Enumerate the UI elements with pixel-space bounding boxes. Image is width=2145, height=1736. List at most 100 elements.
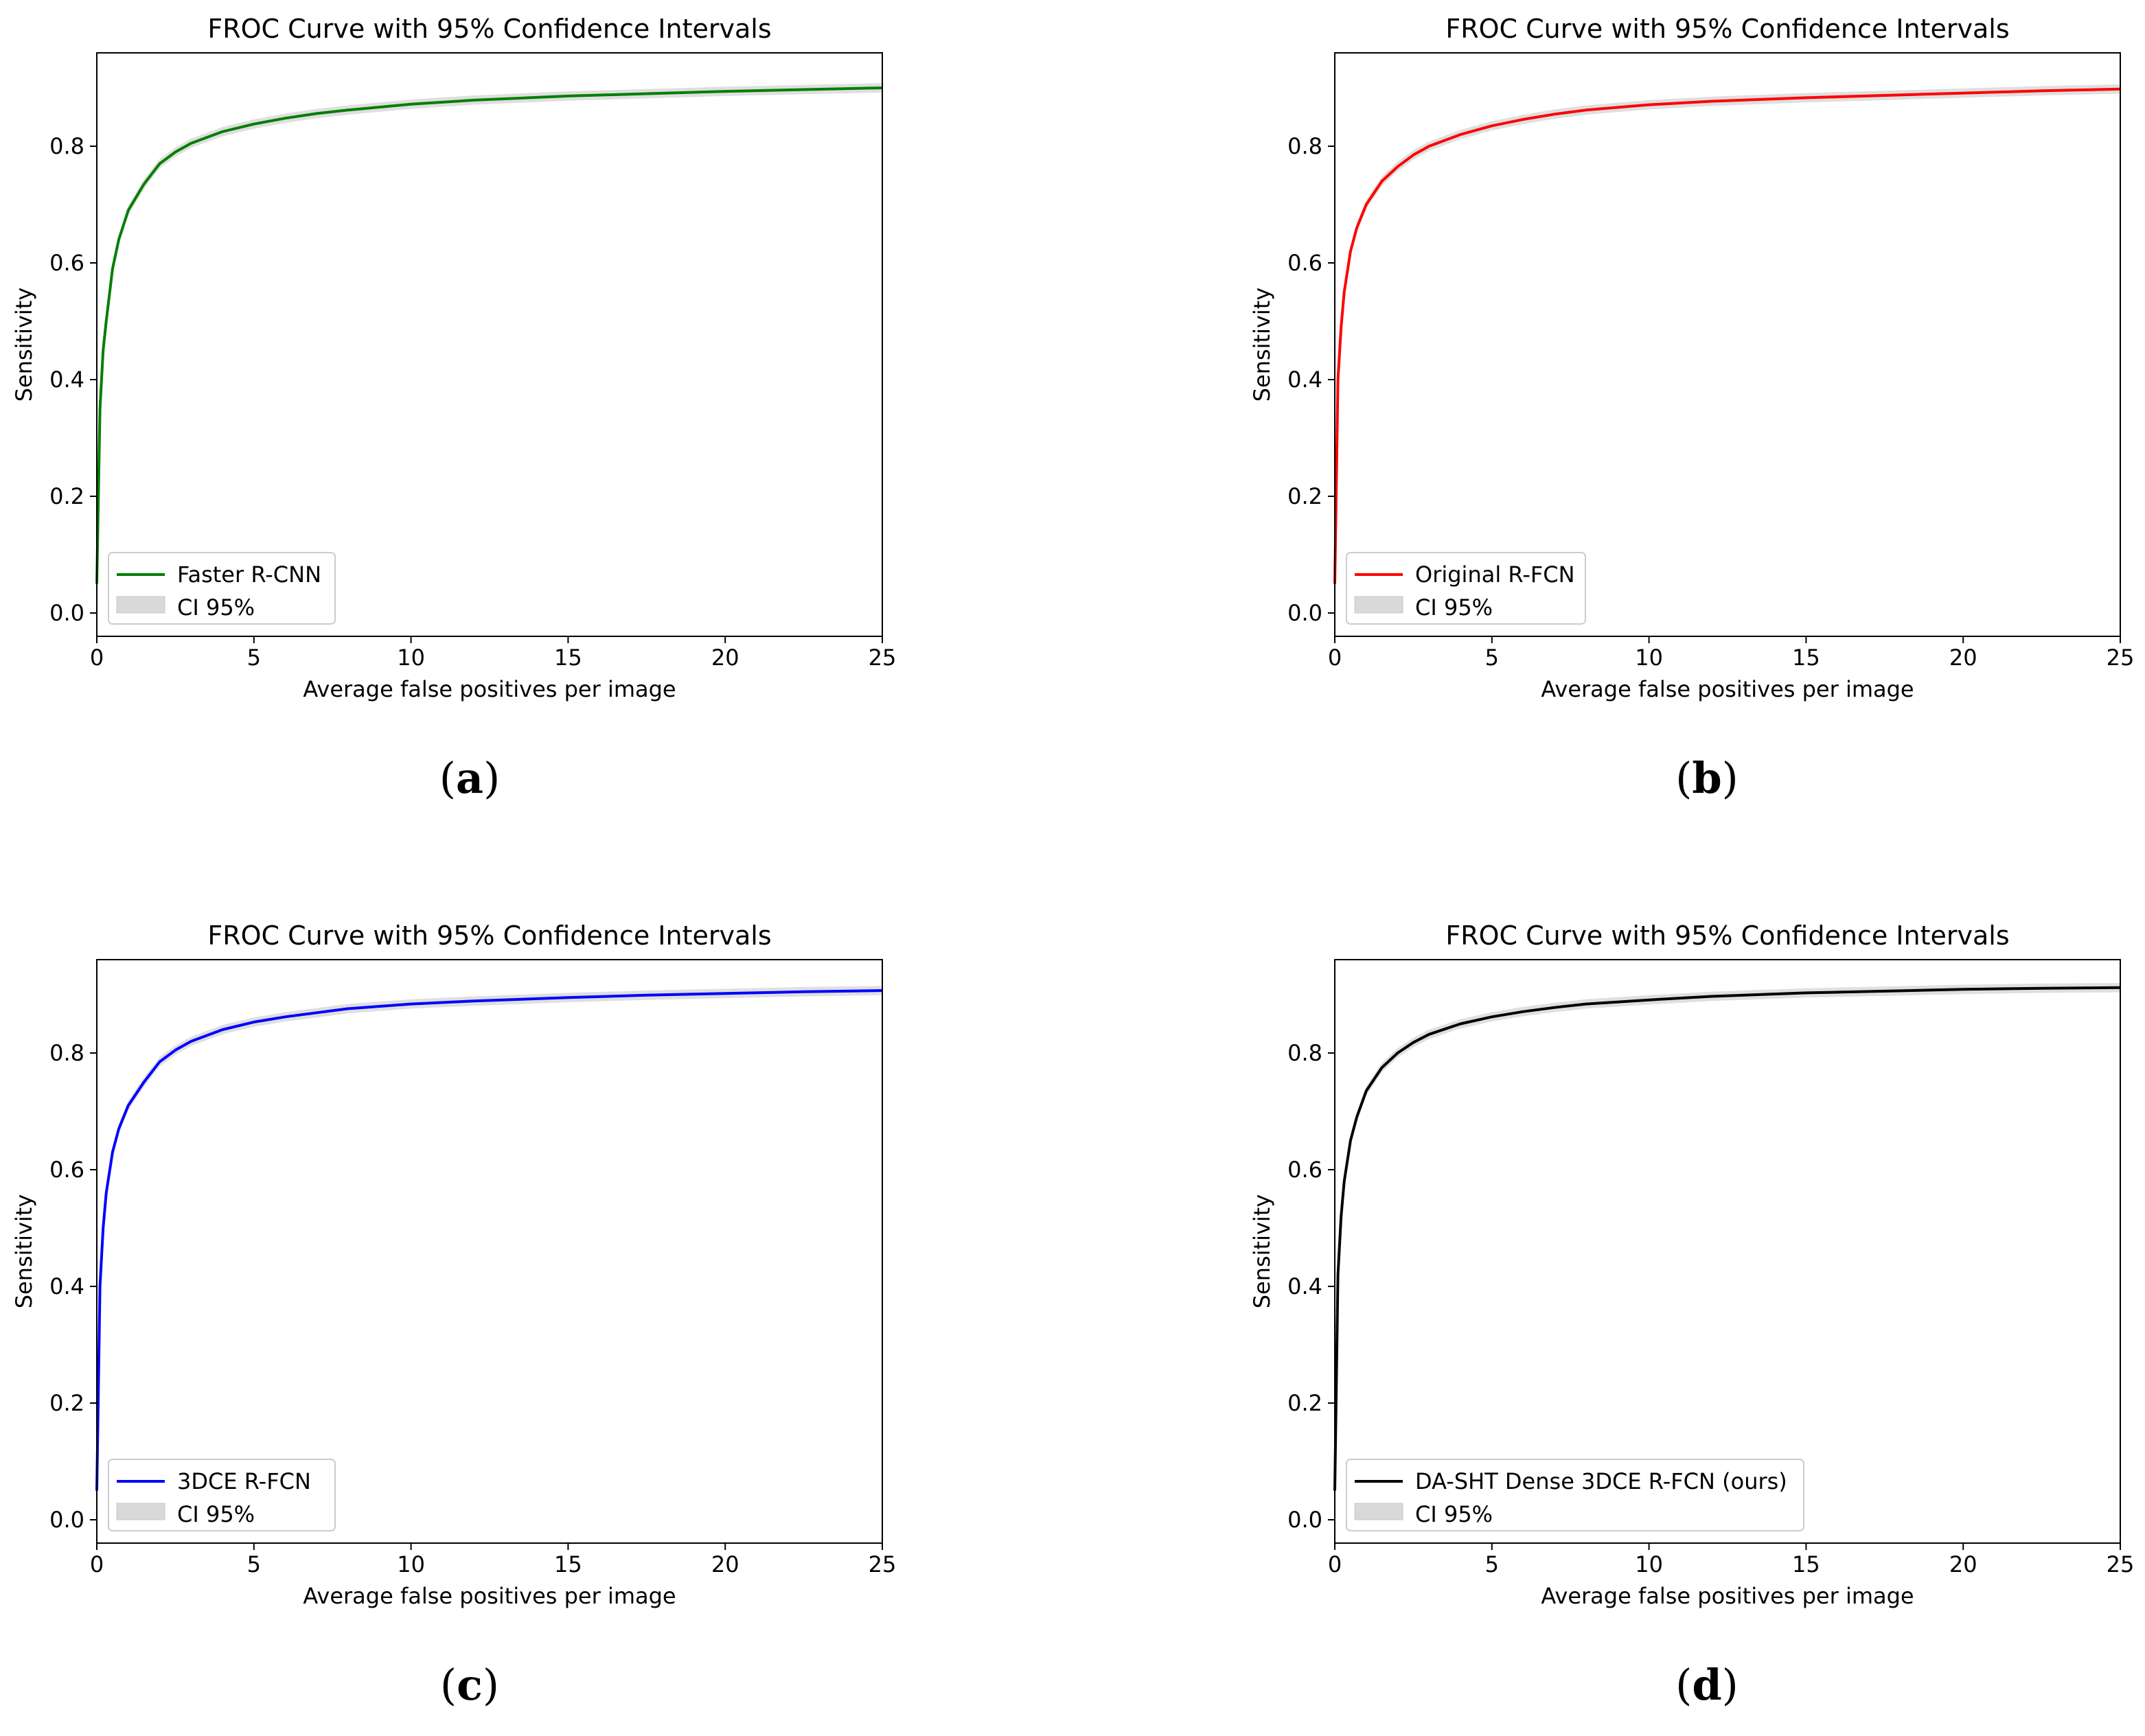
x-tick-label: 10: [397, 1551, 425, 1577]
y-tick-label: 0.4: [49, 1273, 84, 1299]
y-tick-label: 0.8: [49, 1040, 84, 1066]
x-tick-label: 10: [1635, 1551, 1663, 1577]
caption-label: b: [1692, 753, 1721, 803]
chart-title: FROC Curve with 95% Confidence Intervals: [207, 921, 771, 951]
legend-ci-label: CI 95%: [1415, 594, 1493, 621]
panel-caption: (c): [440, 1660, 499, 1710]
caption-label: a: [456, 753, 483, 803]
x-tick-label: 15: [554, 645, 582, 671]
caption-close-paren: ): [483, 753, 500, 803]
y-axis-label: Sensitivity: [11, 1194, 37, 1309]
chart-title: FROC Curve with 95% Confidence Intervals: [207, 14, 771, 44]
legend: Original R-FCN CI 95%: [1346, 552, 1586, 625]
panel-caption: (a): [439, 753, 501, 803]
ci-band: [97, 83, 882, 589]
caption-open-paren: (: [439, 753, 456, 803]
caption-close-paren: ): [1722, 753, 1739, 803]
caption-label: c: [457, 1660, 483, 1710]
y-tick-label: 0.0: [1287, 1507, 1322, 1533]
legend-ci-swatch: [1354, 596, 1403, 614]
y-tick-label: 0.0: [49, 1507, 84, 1533]
plot-frame: [1334, 52, 2121, 637]
y-tick-label: 0.8: [49, 133, 84, 159]
legend-ci-label: CI 95%: [177, 1501, 255, 1527]
y-tick-label: 0.4: [49, 367, 84, 393]
x-tick-label: 0: [1328, 645, 1342, 671]
panel-caption: (d): [1675, 1660, 1739, 1710]
caption-open-paren: (: [1675, 1660, 1692, 1710]
x-tick-label: 15: [1792, 645, 1820, 671]
series-line: [1333, 87, 2121, 584]
legend-box: [1346, 552, 1586, 625]
y-tick-label: 0.8: [1287, 133, 1322, 159]
chart-title: FROC Curve with 95% Confidence Intervals: [1445, 14, 2009, 44]
x-tick-label: 25: [869, 1551, 897, 1577]
y-axis-label: Sensitivity: [1249, 288, 1275, 402]
y-tick-label: 0.0: [49, 600, 84, 626]
x-tick-label: 20: [1949, 645, 1977, 671]
legend: 3DCE R-FCN CI 95%: [108, 1459, 336, 1531]
chart-panel-a: FROC Curve with 95% Confidence Intervals…: [11, 14, 896, 803]
series-line: [95, 86, 883, 584]
plot-frame: [96, 959, 883, 1544]
x-tick-label: 25: [869, 645, 897, 671]
x-tick-label: 0: [1328, 1551, 1342, 1577]
legend-series-label: DA-SHT Dense 3DCE R-FCN (ours): [1415, 1468, 1787, 1494]
x-tick-label: 0: [90, 1551, 104, 1577]
y-tick-label: 0.6: [49, 250, 84, 276]
chart-panel-c: FROC Curve with 95% Confidence Intervals…: [11, 921, 896, 1710]
legend-ci-swatch: [1354, 1503, 1403, 1520]
y-tick-label: 0.4: [1287, 1273, 1322, 1299]
ci-band: [1335, 84, 2120, 589]
legend-ci-label: CI 95%: [1415, 1501, 1493, 1527]
y-tick-label: 0.4: [1287, 367, 1322, 393]
y-tick-label: 0.2: [49, 1390, 84, 1416]
x-tick-label: 10: [1635, 645, 1663, 671]
x-tick-label: 0: [90, 645, 104, 671]
x-tick-label: 5: [247, 1551, 261, 1577]
x-axis-label: Average false positives per image: [1541, 676, 1914, 702]
x-tick-label: 20: [1949, 1551, 1977, 1577]
y-tick-label: 0.6: [1287, 250, 1322, 276]
x-axis-label: Average false positives per image: [303, 676, 676, 702]
y-tick-label: 0.6: [1287, 1157, 1322, 1183]
chart-title: FROC Curve with 95% Confidence Intervals: [1445, 921, 2009, 951]
chart-panel-b: FROC Curve with 95% Confidence Intervals…: [1249, 14, 2134, 803]
y-tick-label: 0.0: [1287, 600, 1322, 626]
series-line: [1333, 986, 2121, 1491]
x-tick-label: 25: [2107, 645, 2135, 671]
x-tick-label: 10: [397, 645, 425, 671]
caption-close-paren: ): [483, 1660, 499, 1710]
y-tick-label: 0.8: [1287, 1040, 1322, 1066]
caption-open-paren: (: [440, 1660, 457, 1710]
chart-panel-d: FROC Curve with 95% Confidence Intervals…: [1249, 921, 2134, 1710]
x-tick-label: 20: [711, 645, 739, 671]
ci-band: [97, 986, 882, 1496]
y-tick-label: 0.2: [1287, 1390, 1322, 1416]
legend: Faster R-CNN CI 95%: [108, 552, 336, 625]
caption-label: d: [1692, 1660, 1721, 1710]
legend-ci-label: CI 95%: [177, 594, 255, 621]
plot-frame: [1334, 959, 2121, 1544]
y-axis-label: Sensitivity: [11, 288, 37, 402]
x-tick-label: 15: [1792, 1551, 1820, 1577]
x-tick-label: 15: [554, 1551, 582, 1577]
legend-box: [1346, 1459, 1804, 1531]
ci-band: [1335, 983, 2120, 1496]
legend: DA-SHT Dense 3DCE R-FCN (ours) CI 95%: [1346, 1459, 1804, 1531]
plot-frame: [96, 52, 883, 637]
x-tick-label: 5: [1485, 645, 1499, 671]
caption-open-paren: (: [1675, 753, 1692, 803]
legend-series-label: 3DCE R-FCN: [177, 1468, 311, 1494]
x-axis-label: Average false positives per image: [303, 1583, 676, 1609]
y-tick-label: 0.6: [49, 1157, 84, 1183]
legend-ci-swatch: [116, 596, 165, 614]
x-axis-label: Average false positives per image: [1541, 1583, 1914, 1609]
caption-close-paren: ): [1722, 1660, 1739, 1710]
x-tick-label: 25: [2107, 1551, 2135, 1577]
x-tick-label: 20: [711, 1551, 739, 1577]
x-tick-label: 5: [1485, 1551, 1499, 1577]
panel-caption: (b): [1675, 753, 1739, 803]
legend-series-label: Faster R-CNN: [177, 562, 321, 588]
